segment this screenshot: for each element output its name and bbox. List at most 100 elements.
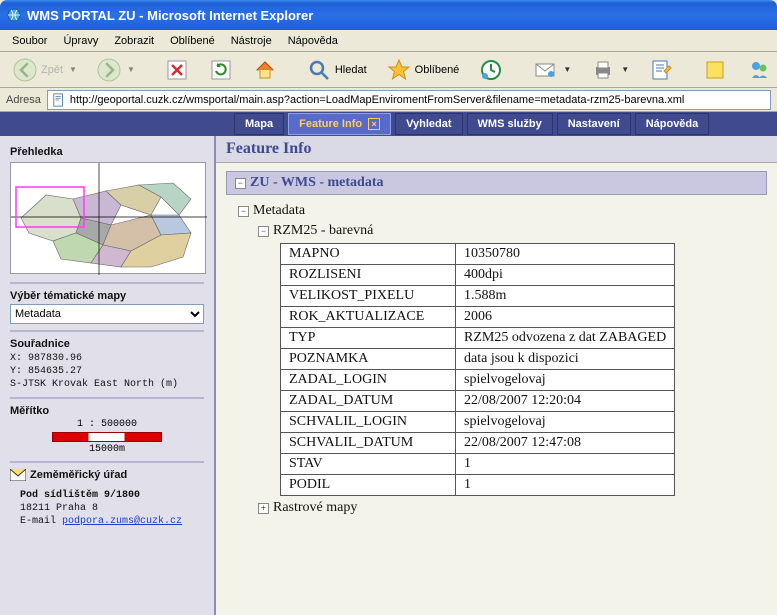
favorites-button[interactable]: Oblíbené [380, 55, 467, 85]
close-icon[interactable]: × [368, 118, 380, 130]
messenger-icon [747, 58, 771, 82]
mail-icon [533, 58, 557, 82]
menu-help[interactable]: Nápověda [280, 32, 346, 50]
window-title: WMS PORTAL ZU - Microsoft Internet Explo… [27, 8, 313, 23]
search-button[interactable]: Hledat [300, 55, 374, 85]
search-label: Hledat [335, 64, 367, 76]
table-row: MAPNO10350780 [281, 244, 675, 265]
content-pane: Feature Info −ZU - WMS - metadata −Metad… [216, 136, 777, 615]
table-cell: 400dpi [456, 265, 675, 286]
table-row: ROK_AKTUALIZACE2006 [281, 307, 675, 328]
messenger-button[interactable] [740, 55, 777, 85]
table-cell: TYP [281, 328, 456, 349]
overview-map[interactable] [10, 162, 206, 274]
tab-napoveda[interactable]: Nápověda [635, 113, 710, 135]
coords-y: Y: 854635.27 [10, 365, 204, 378]
table-cell: 22/08/2007 12:20:04 [456, 391, 675, 412]
table-cell: spielvogelovaj [456, 370, 675, 391]
table-row: POZNAMKAdata jsou k dispozici [281, 349, 675, 370]
collapse-icon[interactable]: − [235, 178, 246, 189]
forward-icon [97, 58, 121, 82]
table-row: TYPRZM25 odvozena z dat ZABAGED [281, 328, 675, 349]
ie-icon [6, 7, 22, 23]
menu-tools[interactable]: Nástroje [223, 32, 280, 50]
stop-icon [165, 58, 189, 82]
divider [10, 330, 204, 332]
back-label: Zpět [41, 64, 63, 76]
tab-mapa[interactable]: Mapa [234, 113, 284, 135]
table-cell: spielvogelovaj [456, 412, 675, 433]
menu-edit[interactable]: Úpravy [55, 32, 106, 50]
table-cell: 22/08/2007 12:47:08 [456, 433, 675, 454]
collapse-icon[interactable]: − [258, 226, 269, 237]
toolbar: Zpět ▼ ▼ Hledat Oblíbené ▼ ▼ [0, 52, 777, 88]
table-cell: STAV [281, 454, 456, 475]
table-cell: ZADAL_LOGIN [281, 370, 456, 391]
address-bar: Adresa [0, 88, 777, 112]
home-button[interactable] [246, 55, 284, 85]
mail-button[interactable]: ▼ [526, 55, 578, 85]
discuss-button[interactable] [696, 55, 734, 85]
page-icon [52, 93, 66, 107]
table-row: PODIL1 [281, 475, 675, 496]
table-row: ROZLISENI400dpi [281, 265, 675, 286]
address-box[interactable] [47, 90, 771, 110]
collapse-icon[interactable]: − [238, 206, 249, 217]
scale-ratio: 1 : 500000 [10, 419, 204, 430]
tree-node-rastrove[interactable]: +Rastrové mapy [258, 500, 767, 516]
group-label: ZU - WMS - metadata [250, 175, 384, 190]
note-icon [703, 58, 727, 82]
forward-button[interactable]: ▼ [90, 55, 142, 85]
back-button[interactable]: Zpět ▼ [6, 55, 84, 85]
overview-label: Přehledka [10, 146, 204, 158]
print-button[interactable]: ▼ [584, 55, 636, 85]
menu-favorites[interactable]: Oblíbené [162, 32, 223, 50]
refresh-button[interactable] [202, 55, 240, 85]
menu-view[interactable]: Zobrazit [106, 32, 162, 50]
table-cell: PODIL [281, 475, 456, 496]
table-row: ZADAL_DATUM22/08/2007 12:20:04 [281, 391, 675, 412]
menu-file[interactable]: Soubor [4, 32, 55, 50]
feature-heading: Feature Info [216, 136, 777, 163]
main-area: Přehledka Výběr tématické mapy Metadata … [0, 136, 777, 615]
dropdown-icon: ▼ [563, 65, 571, 74]
table-cell: SCHVALIL_DATUM [281, 433, 456, 454]
star-icon [387, 58, 411, 82]
divider [10, 397, 204, 399]
tab-vyhledat[interactable]: Vyhledat [395, 113, 462, 135]
table-cell: 10350780 [456, 244, 675, 265]
table-cell: ZADAL_DATUM [281, 391, 456, 412]
table-row: STAV1 [281, 454, 675, 475]
history-icon [479, 58, 503, 82]
stop-button[interactable] [158, 55, 196, 85]
coords-x: X: 987830.96 [10, 352, 204, 365]
tree-node-rzm25[interactable]: −RZM25 - barevná [258, 223, 767, 239]
table-cell: data jsou k dispozici [456, 349, 675, 370]
email-link[interactable]: podpora.zums@cuzk.cz [62, 516, 182, 527]
theme-select[interactable]: Metadata [10, 304, 204, 324]
address-input[interactable] [70, 94, 766, 106]
tab-feature-info[interactable]: Feature Info × [288, 113, 391, 135]
table-cell: SCHVALIL_LOGIN [281, 412, 456, 433]
tab-nastaveni[interactable]: Nastavení [557, 113, 631, 135]
tree-node-metadata[interactable]: −Metadata [238, 203, 767, 219]
edit-button[interactable] [642, 55, 680, 85]
dropdown-icon: ▼ [69, 65, 77, 74]
back-icon [13, 58, 37, 82]
dropdown-icon: ▼ [127, 65, 135, 74]
node-label: Metadata [253, 203, 305, 218]
expand-icon[interactable]: + [258, 503, 269, 514]
group-header[interactable]: −ZU - WMS - metadata [226, 171, 767, 195]
history-button[interactable] [472, 55, 510, 85]
scale-bar [52, 432, 162, 442]
address-label: Adresa [6, 94, 41, 106]
app-navbar: Mapa Feature Info × Vyhledat WMS služby … [0, 112, 777, 136]
dropdown-icon: ▼ [621, 65, 629, 74]
coords-sys: S-JTSK Krovak East North (m) [10, 378, 204, 391]
tab-wms-sluzby[interactable]: WMS služby [467, 113, 553, 135]
scale-dist: 15000m [10, 444, 204, 455]
table-cell: ROK_AKTUALIZACE [281, 307, 456, 328]
table-row: ZADAL_LOGINspielvogelovaj [281, 370, 675, 391]
table-cell: ROZLISENI [281, 265, 456, 286]
table-row: SCHVALIL_DATUM22/08/2007 12:47:08 [281, 433, 675, 454]
